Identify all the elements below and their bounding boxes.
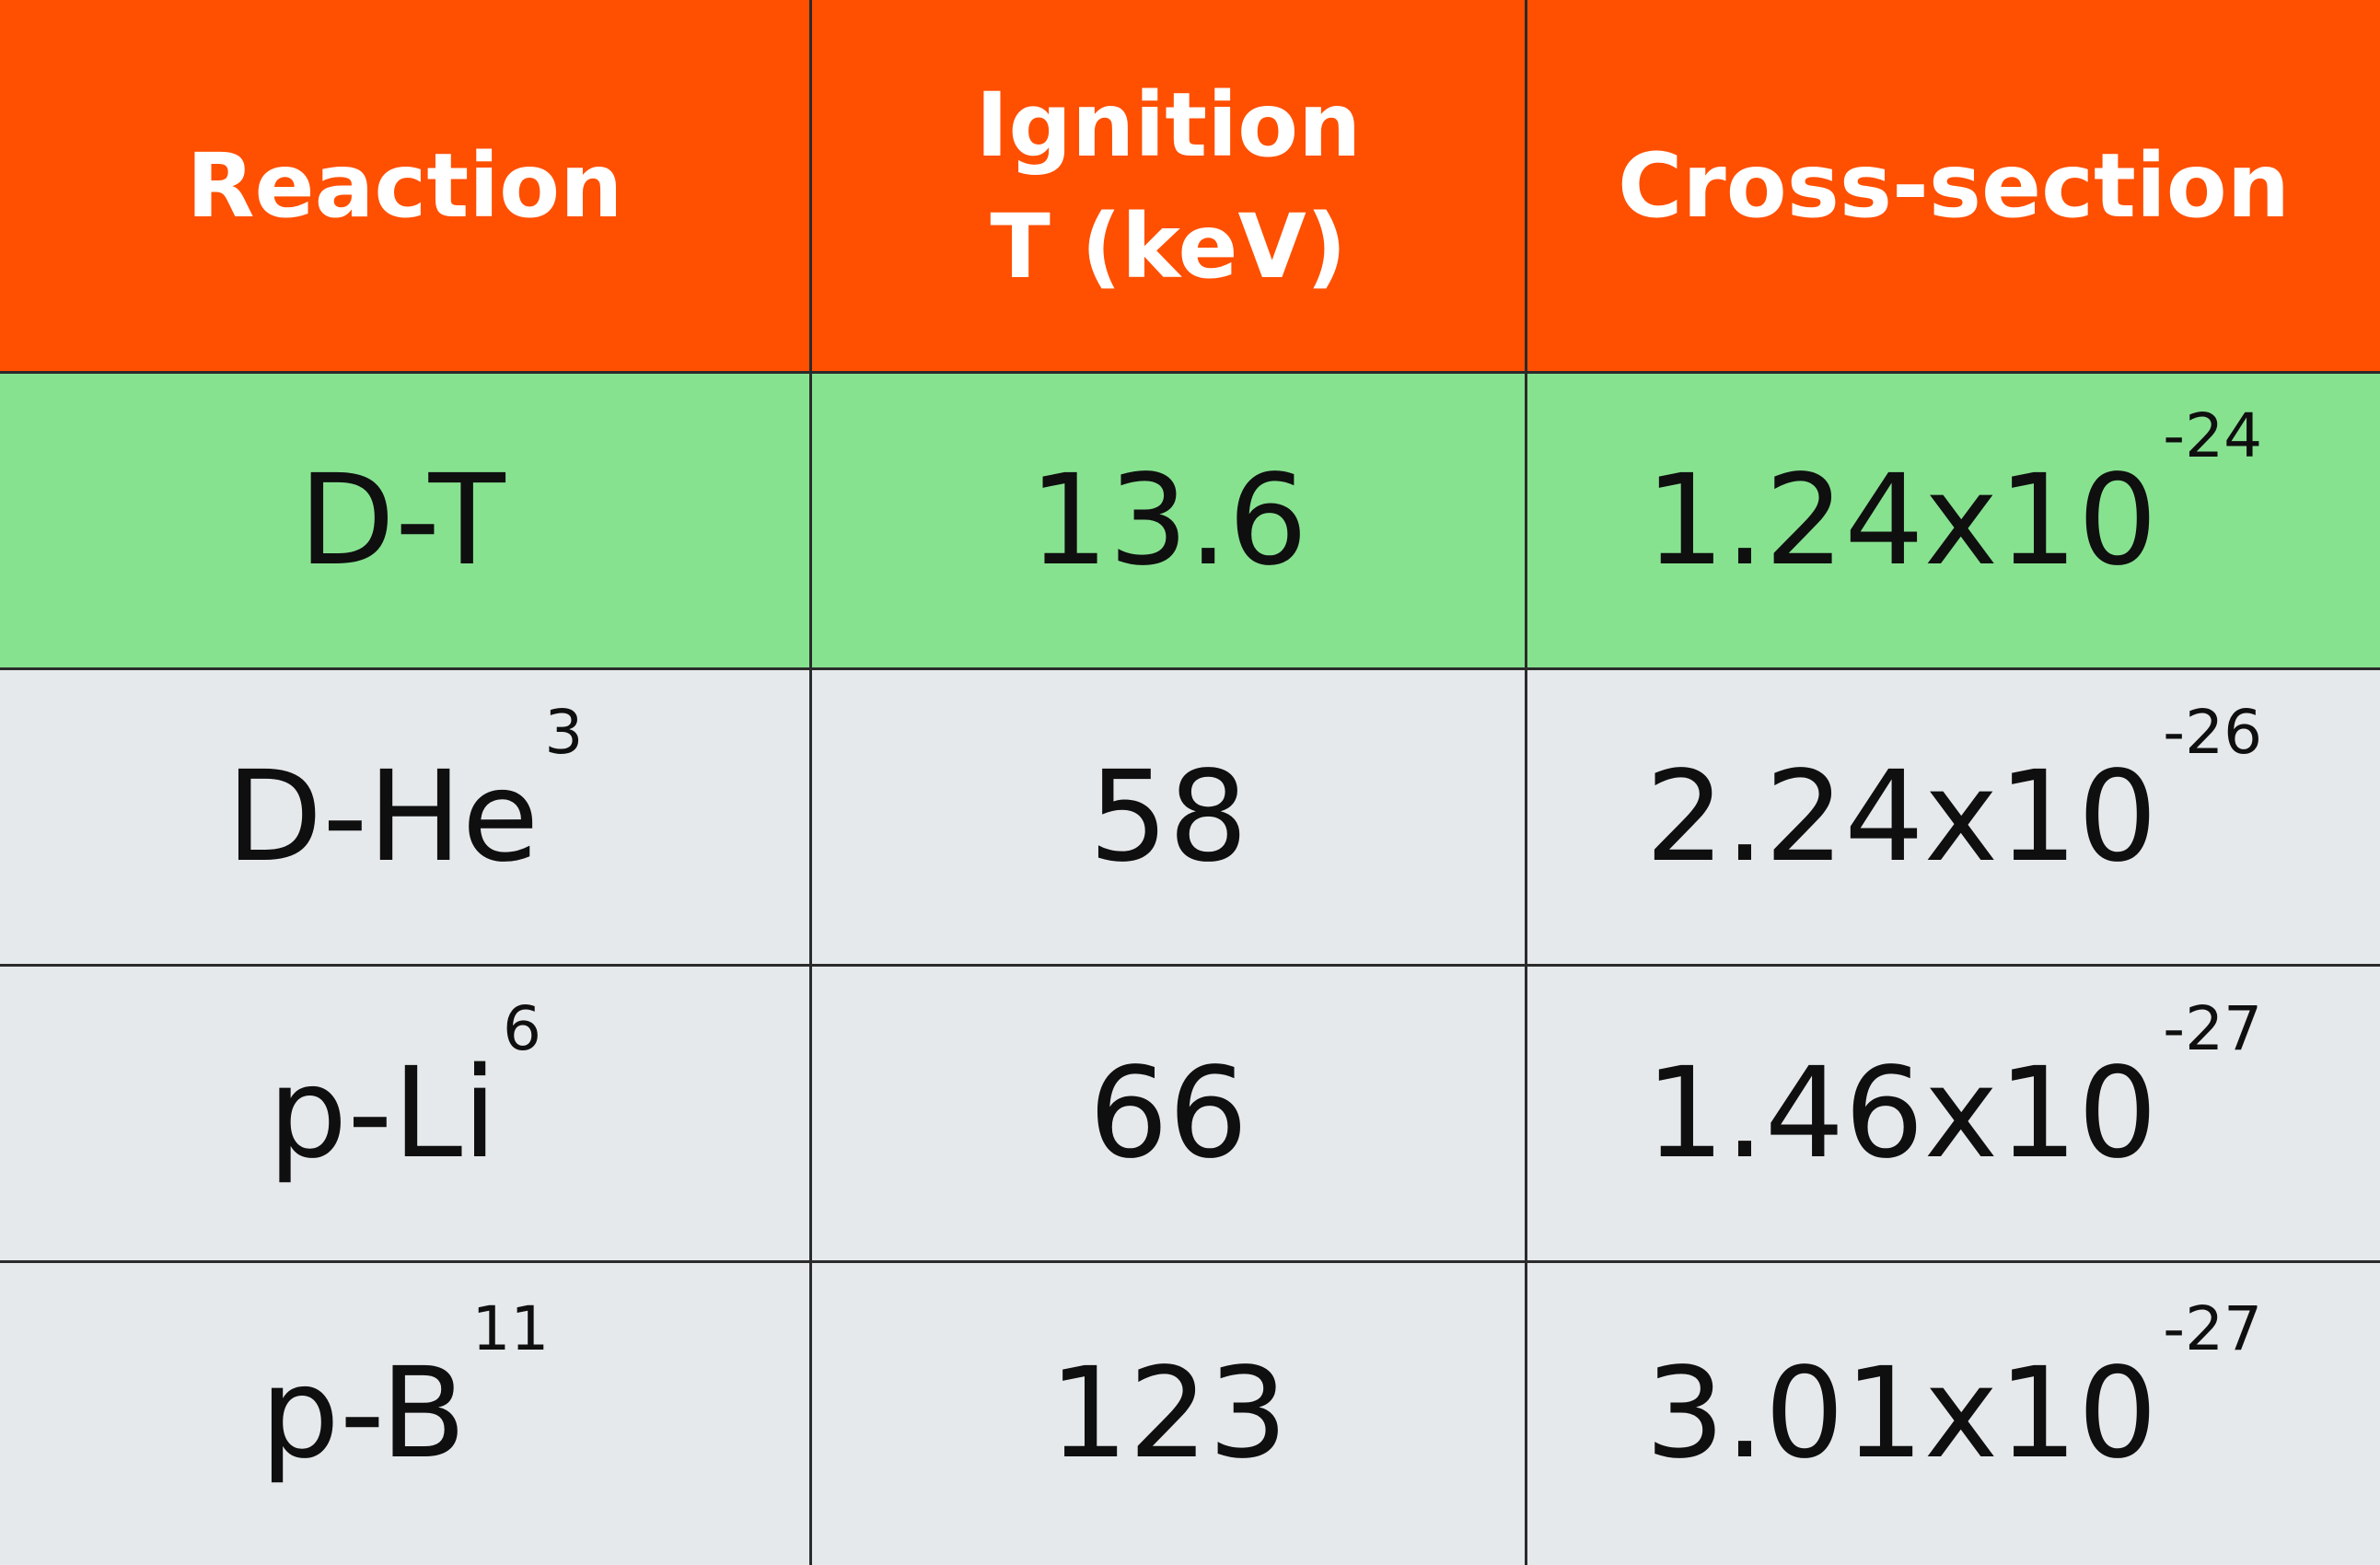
ignition-value: 66: [1088, 1040, 1248, 1187]
ignition-value: 58: [1088, 744, 1248, 890]
table-row-cell-ignition: 13.6: [812, 374, 1527, 670]
reaction-name: p-B: [260, 1341, 467, 1487]
table-row-cell-ignition: 66: [812, 967, 1527, 1263]
table-row-cell-reaction: p-Li 6: [0, 967, 812, 1263]
reaction-superscript: 3: [544, 696, 584, 768]
reaction-superscript: 6: [502, 992, 541, 1064]
cross-section-exponent: -26: [2163, 696, 2263, 768]
ignition-value: 13.6: [1028, 447, 1308, 594]
reaction-superscript: 11: [471, 1293, 550, 1364]
cross-section-value: 3.01x10: [1644, 1341, 2158, 1487]
table-row-cell-reaction: D-He 3: [0, 670, 812, 967]
header-reaction-label: Reaction: [186, 133, 623, 238]
cross-section-value: 1.46x10: [1644, 1040, 2158, 1187]
header-reaction: Reaction: [0, 0, 812, 374]
header-ignition-label: Ignition T (keV): [975, 73, 1362, 298]
reaction-name: p-Li: [268, 1040, 497, 1187]
table-row-cell-cross-section: 1.24x10 -24: [1527, 374, 2380, 670]
cross-section-exponent: -27: [2163, 992, 2263, 1064]
header-cross-section-label: Cross-section: [1617, 133, 2291, 238]
table-row-cell-ignition: 123: [812, 1263, 1527, 1565]
table-row-cell-cross-section: 1.46x10 -27: [1527, 967, 2380, 1263]
cross-section-exponent: -24: [2163, 400, 2263, 471]
reaction-name: D-He: [226, 744, 540, 890]
table-row-cell-ignition: 58: [812, 670, 1527, 967]
header-ignition-temperature: Ignition T (keV): [812, 0, 1527, 374]
table-row-cell-reaction: D-T: [0, 374, 812, 670]
cross-section-value: 2.24x10: [1644, 744, 2158, 890]
cross-section-exponent: -27: [2163, 1293, 2263, 1364]
table-row-cell-reaction: p-B 11: [0, 1263, 812, 1565]
ignition-value: 123: [1049, 1341, 1288, 1487]
header-cross-section: Cross-section: [1527, 0, 2380, 374]
table-row-cell-cross-section: 3.01x10 -27: [1527, 1263, 2380, 1565]
table-row-cell-cross-section: 2.24x10 -26: [1527, 670, 2380, 967]
cross-section-value: 1.24x10: [1644, 447, 2158, 594]
reaction-name: D-T: [298, 447, 505, 594]
